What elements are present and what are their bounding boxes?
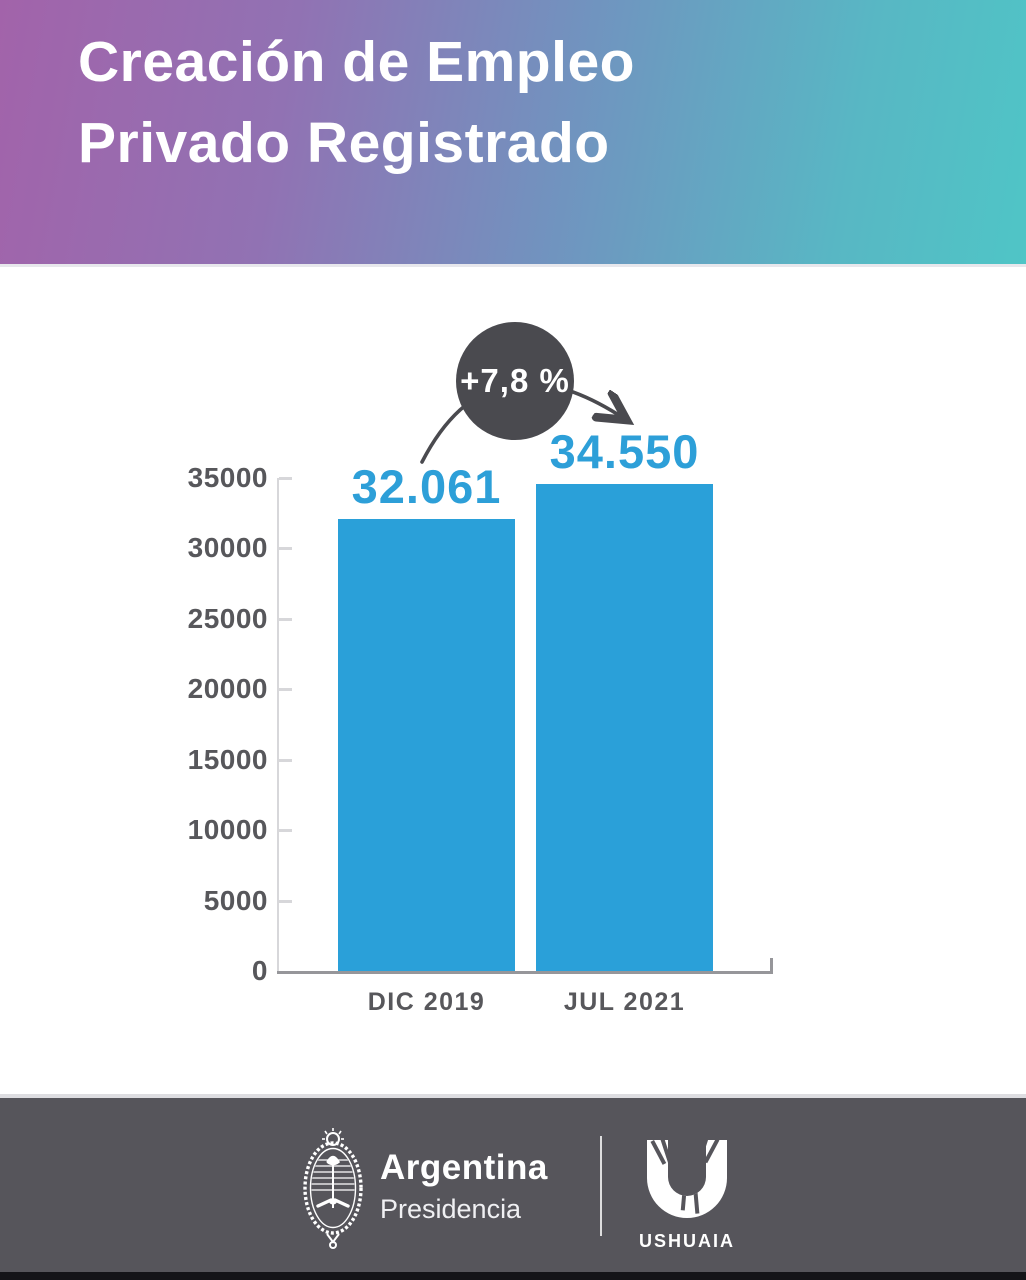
percent-change-badge: +7,8 % — [456, 322, 574, 440]
page-title-line2: Privado Registrado — [78, 111, 610, 175]
y-tick-label: 20000 — [187, 673, 268, 705]
bar-chart: +7,8 % 0 5000 10000 15000 20000 25000 30000 350… — [0, 267, 1026, 1097]
bar — [338, 519, 515, 971]
footer-banner — [0, 1094, 1026, 1272]
y-tick-mark — [279, 899, 292, 903]
y-axis-line — [277, 478, 279, 971]
bar — [536, 484, 713, 971]
y-tick-mark — [279, 829, 292, 833]
footer-divider — [600, 1136, 602, 1236]
x-axis-end-tick — [770, 958, 773, 971]
bar-value-label: 32.061 — [351, 460, 502, 513]
plot-area: 0 5000 10000 15000 20000 25000 30000 35000 32.06… — [187, 425, 773, 1016]
x-axis-line — [277, 971, 773, 974]
ushuaia-u-icon — [647, 1140, 727, 1218]
argentina-presidencia-logo: Argentina Presidencia — [380, 1148, 548, 1226]
argentina-coat-of-arms-icon — [303, 1128, 363, 1249]
bar-value-label: 34.550 — [549, 425, 700, 478]
footer-bottom-strip — [0, 1272, 1026, 1280]
y-tick-label: 0 — [251, 955, 268, 986]
y-tick-label: 30000 — [187, 532, 268, 564]
y-tick-mark — [279, 688, 292, 692]
x-category-label: JUL 2021 — [563, 988, 686, 1016]
header-banner: Creación de Empleo Privado Registrado — [0, 0, 1026, 267]
y-tick-mark — [279, 758, 292, 762]
y-tick-mark — [279, 477, 292, 480]
y-tick-mark — [279, 547, 292, 551]
percent-change-label: +7,8 % — [460, 362, 570, 399]
presidencia-logo-text: Presidencia — [380, 1194, 522, 1224]
y-tick-mark — [279, 617, 292, 621]
page-title-line1: Creación de Empleo — [78, 30, 635, 94]
y-tick-label: 10000 — [187, 814, 268, 846]
y-tick-label: 25000 — [187, 602, 268, 634]
ushuaia-logo-text: USHUAIA — [638, 1231, 735, 1251]
y-tick-label: 35000 — [187, 462, 268, 493]
page-title: Creación de Empleo Privado Registrado — [78, 22, 635, 184]
ushuaia-logo: USHUAIA — [632, 1138, 742, 1252]
x-category-label: DIC 2019 — [367, 988, 486, 1016]
y-tick-label: 15000 — [187, 743, 268, 775]
y-tick-label: 5000 — [203, 884, 268, 916]
argentina-logo-text: Argentina — [380, 1148, 548, 1187]
